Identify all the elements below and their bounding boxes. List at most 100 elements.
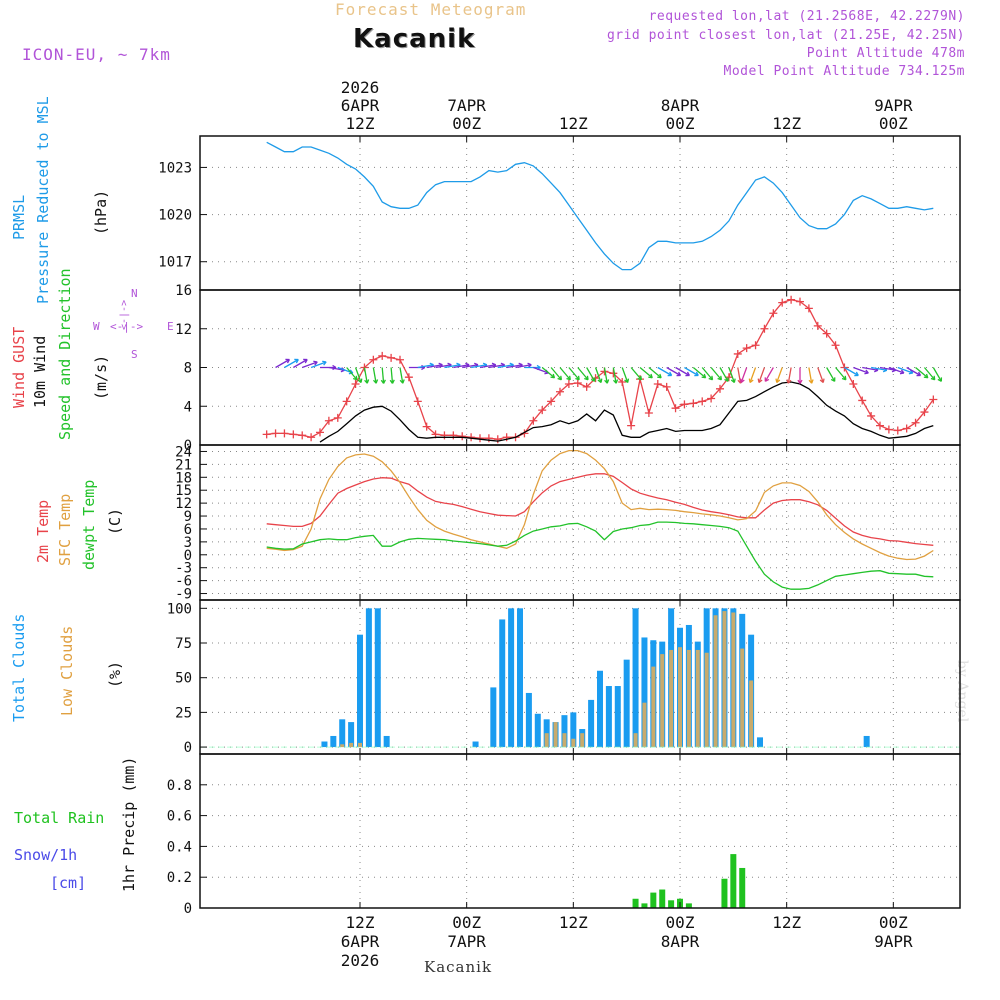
wind-arrowhead — [313, 360, 318, 366]
gust-marker — [556, 387, 564, 396]
wind-arrow — [764, 367, 774, 382]
wind-arrow — [372, 367, 377, 384]
wind-arrow — [710, 367, 722, 381]
gust-marker — [796, 297, 804, 306]
label-2m-temp: 2m Temp — [34, 500, 52, 563]
low-cloud-bar — [571, 738, 576, 748]
wind-arrowhead — [757, 378, 763, 384]
wind-arrowhead — [575, 375, 580, 381]
bottom-time-label: 00Z — [879, 913, 908, 932]
wind-arrow — [853, 366, 869, 374]
label-snow: Snow/1h — [14, 846, 77, 864]
wind-arrow — [844, 366, 859, 377]
wind-arrow — [835, 367, 847, 381]
total-cloud-bar — [641, 637, 648, 748]
total-cloud-bar — [757, 737, 763, 748]
gust-marker — [351, 379, 360, 388]
wind-arrowhead — [923, 373, 929, 379]
wind-arrow — [381, 367, 385, 384]
ytick-label: 25 — [175, 705, 192, 721]
wind-arrowhead — [764, 377, 770, 382]
wind-arrow — [470, 364, 487, 369]
wind-arrow — [684, 366, 699, 377]
wind-arrow — [426, 364, 443, 369]
label-hpa: (hPa) — [92, 190, 110, 235]
gust-marker — [529, 416, 538, 425]
gust-marker — [911, 418, 920, 427]
wind-arrowhead — [748, 378, 754, 384]
wind-arrow — [749, 367, 757, 383]
wind-arrowhead — [648, 373, 653, 379]
station-title: Kacanik — [353, 24, 476, 54]
top-time-label: 00Z — [879, 114, 908, 133]
rain-bar — [685, 903, 692, 908]
gust-marker — [298, 431, 307, 440]
total-cloud-bar — [570, 712, 577, 748]
gust-marker — [307, 433, 316, 442]
point-altitude: Point Altitude 478m — [806, 46, 965, 61]
gust-marker — [582, 382, 591, 391]
wind-arrowhead — [372, 379, 379, 384]
wind-arrow — [630, 367, 642, 381]
wind-arrow — [399, 367, 404, 384]
gust-marker — [467, 433, 476, 442]
wind-arrowhead — [352, 375, 358, 381]
total-cloud-bar — [597, 670, 603, 748]
label-pct: (%) — [106, 661, 124, 688]
wind-arrowhead — [937, 377, 943, 382]
ticks-layer: 1017102010230481216-9-6-3036912151821240… — [158, 78, 913, 970]
wind-arrow — [603, 367, 608, 384]
total-cloud-bar — [623, 659, 630, 748]
ytick-label: 0.6 — [167, 809, 192, 825]
gust-marker — [324, 416, 333, 425]
low-cloud-bar — [642, 702, 647, 748]
wind-arrowhead — [830, 377, 836, 382]
wind-arrow — [515, 364, 532, 369]
wind-arrowhead — [854, 371, 859, 377]
gust-marker — [769, 309, 778, 318]
wind-arrow — [453, 364, 470, 369]
wind-arrow — [310, 361, 327, 369]
wind-arrowhead — [303, 358, 308, 364]
total-cloud-bar — [472, 741, 479, 748]
wind-arrow — [417, 364, 434, 369]
low-cloud-bar — [580, 733, 585, 748]
ytick-label: 75 — [175, 636, 192, 652]
wind-arrow — [594, 367, 602, 383]
wind-arrowhead — [637, 375, 643, 381]
total-cloud-bar — [499, 619, 506, 748]
total-cloud-bar — [632, 608, 639, 748]
gust-marker — [458, 432, 467, 441]
wind-arrow — [363, 367, 368, 384]
low-cloud-bar — [678, 647, 682, 748]
wind-arrow — [666, 366, 681, 377]
wind-arrowhead — [808, 379, 814, 384]
ytick-label: 12 — [175, 496, 192, 512]
wind-arrow — [550, 367, 562, 381]
wind-arrow — [826, 367, 836, 382]
ytick-label: 0 — [184, 740, 192, 756]
wind-arrowhead — [676, 371, 682, 377]
wind-arrowhead — [786, 379, 792, 384]
wind-arrow — [541, 367, 555, 379]
wind-arrowhead — [694, 371, 699, 377]
gust-marker — [564, 379, 573, 388]
bottom-time-label: 8APR — [661, 932, 700, 951]
low-cloud-bar — [660, 654, 665, 748]
gust-marker — [618, 378, 627, 387]
gust-marker — [876, 421, 884, 430]
series-sfc-temp — [266, 449, 934, 561]
low-cloud-bar — [731, 612, 736, 748]
marks-layer — [200, 141, 960, 909]
rain-bar — [632, 898, 639, 908]
gust-marker — [893, 426, 902, 435]
wind-arrow — [639, 367, 653, 379]
low-cloud-bar — [633, 733, 638, 748]
series-prmsl — [266, 141, 934, 271]
total-cloud-bar — [561, 715, 568, 748]
ytick-label: 18 — [175, 470, 192, 486]
label-c: (C) — [106, 508, 124, 535]
bottom-time-label: 7APR — [447, 932, 486, 951]
label-gust: Wind GUST — [10, 327, 28, 408]
